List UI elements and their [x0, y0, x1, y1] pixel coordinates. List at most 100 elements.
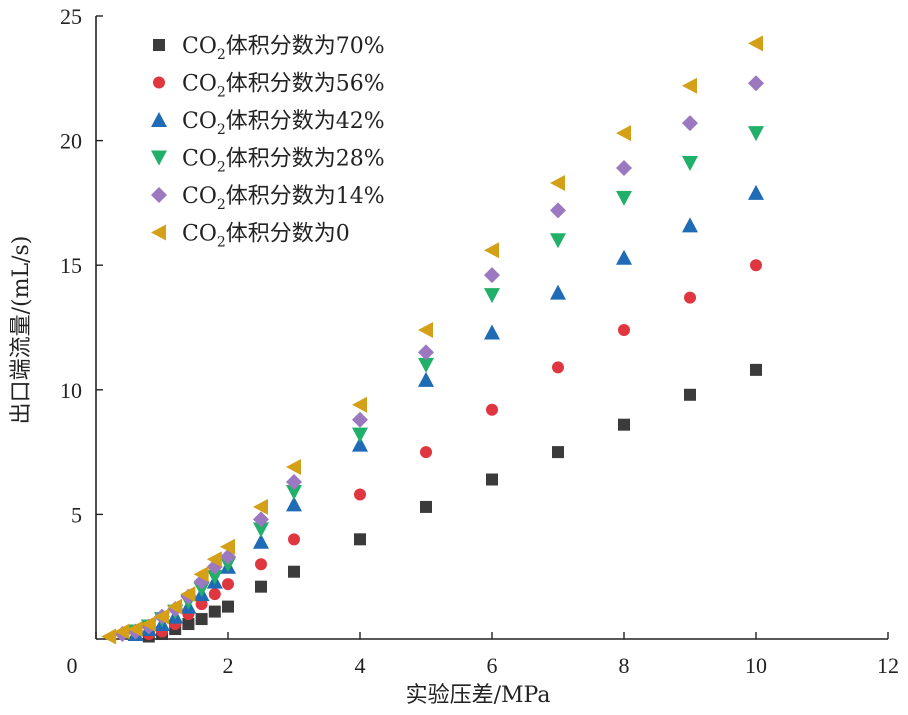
data-point — [286, 496, 302, 512]
data-point — [418, 321, 433, 338]
x-tick-label: 8 — [619, 653, 630, 678]
data-point — [354, 488, 366, 501]
data-point — [418, 344, 434, 361]
data-point — [286, 474, 302, 491]
x-tick-label: 6 — [487, 653, 498, 678]
legend-label-subscript: 2 — [217, 85, 226, 101]
legend-label-main: CO — [182, 222, 217, 247]
data-point — [418, 357, 434, 373]
data-point — [420, 500, 432, 513]
data-point — [193, 566, 209, 583]
legend-item-3: CO2体积分数为42% — [151, 109, 385, 138]
legend-label-rest: 体积分数为70% — [226, 34, 385, 59]
data-point — [682, 217, 698, 233]
data-point — [253, 511, 269, 528]
data-point — [127, 621, 143, 638]
data-point — [484, 288, 500, 304]
data-point — [748, 184, 764, 200]
data-point — [748, 35, 763, 52]
legend-marker — [153, 76, 165, 89]
data-point — [684, 388, 696, 401]
series-6 — [101, 35, 763, 645]
legend-item-4: CO2体积分数为28% — [151, 147, 385, 176]
legend-label: CO2体积分数为70% — [182, 34, 385, 63]
data-point — [255, 580, 267, 593]
legend-label: CO2体积分数为56% — [182, 72, 385, 101]
data-point — [222, 600, 234, 613]
series-1 — [142, 363, 762, 643]
data-point — [286, 459, 301, 476]
data-point — [552, 446, 564, 459]
legend-label-rest: 体积分数为28% — [226, 147, 385, 172]
x-axis-title: 实验压差/MPa — [406, 683, 551, 708]
legend-marker — [151, 224, 166, 241]
data-point — [750, 363, 762, 376]
data-point — [286, 484, 302, 500]
data-point — [140, 616, 156, 633]
data-point — [684, 291, 696, 304]
data-point — [255, 558, 267, 571]
data-point — [352, 436, 368, 452]
legend-label-main: CO — [182, 147, 217, 172]
data-point — [206, 551, 222, 568]
legend-label-rest: 体积分数为14% — [226, 184, 385, 209]
legend-label-rest: 体积分数为0 — [226, 222, 350, 247]
data-point — [618, 418, 630, 431]
legend-item-6: CO2体积分数为0 — [151, 222, 350, 251]
legend-label-main: CO — [182, 72, 217, 97]
series-2 — [142, 259, 762, 641]
legend-marker — [151, 150, 167, 166]
data-point — [550, 284, 566, 300]
data-point — [750, 259, 762, 272]
legend-label-rest: 体积分数为56% — [226, 72, 385, 97]
data-point — [253, 522, 269, 538]
x-tick-label: 2 — [223, 653, 234, 678]
data-point — [682, 77, 697, 94]
legend-label: CO2体积分数为0 — [182, 222, 350, 251]
axes: 0 2 4 6 8 10 12 5 10 15 20 25 — [60, 4, 899, 678]
legend-item-1: CO2体积分数为70% — [153, 34, 385, 63]
data-point — [101, 628, 117, 645]
legend-marker — [151, 112, 167, 127]
data-point — [484, 267, 500, 284]
data-point — [220, 538, 235, 555]
data-point — [418, 371, 434, 387]
series-3 — [127, 184, 764, 642]
data-point — [195, 613, 208, 626]
data-point — [616, 190, 632, 206]
legend-label-main: CO — [182, 184, 217, 209]
legend: CO2体积分数为70%CO2体积分数为56%CO2体积分数为42%CO2体积分数… — [151, 34, 385, 251]
data-point — [206, 569, 223, 585]
data-point — [748, 75, 764, 92]
legend-label-subscript: 2 — [217, 122, 226, 138]
data-point — [288, 565, 300, 578]
y-tick-label: 20 — [60, 129, 82, 154]
data-point — [748, 126, 764, 142]
data-point — [552, 361, 564, 374]
x-tick-label: 0 — [67, 653, 78, 678]
data-point — [484, 324, 500, 340]
data-point — [616, 249, 632, 265]
legend-label: CO2体积分数为42% — [182, 109, 385, 138]
legend-label: CO2体积分数为14% — [182, 184, 385, 213]
y-tick-label: 5 — [71, 502, 82, 527]
data-point — [486, 403, 498, 416]
legend-item-5: CO2体积分数为14% — [151, 184, 385, 213]
y-tick-label: 10 — [60, 378, 82, 403]
data-point — [550, 174, 565, 191]
data-point — [618, 323, 630, 336]
data-point — [208, 588, 221, 601]
data-point — [167, 598, 183, 615]
data-point — [420, 446, 432, 459]
x-tick-label: 12 — [877, 653, 899, 678]
legend-item-2: CO2体积分数为56% — [153, 72, 385, 101]
data-point — [682, 156, 698, 172]
data-point — [616, 160, 632, 177]
data-point — [550, 233, 566, 249]
data-point — [180, 586, 196, 603]
data-point — [682, 115, 698, 132]
y-tick-label: 25 — [60, 4, 82, 29]
legend-label-subscript: 2 — [217, 47, 226, 63]
data-points — [101, 35, 764, 645]
